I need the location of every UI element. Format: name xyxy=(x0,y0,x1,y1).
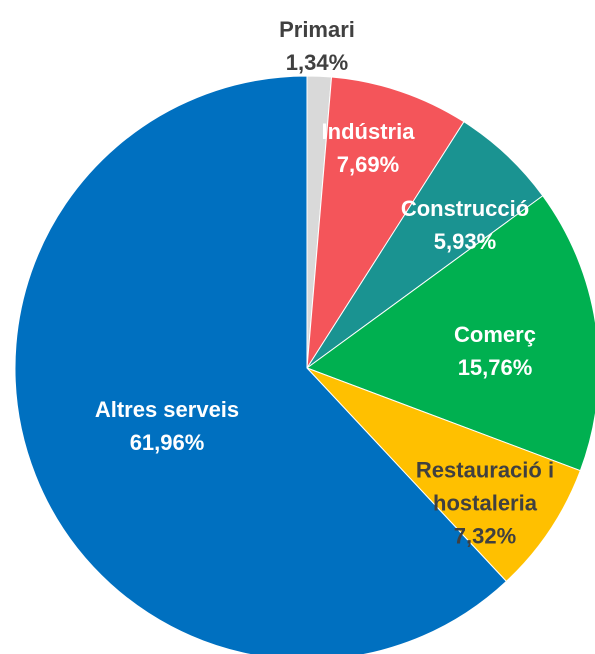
value-label: 7,32% xyxy=(453,523,517,549)
category-label: Restauració i hostaleria xyxy=(415,457,555,516)
value-label: 61,96% xyxy=(129,430,205,455)
slice-label: Restauració i hostaleria 7,32% xyxy=(390,454,580,553)
value-label: 1,34% xyxy=(285,50,349,75)
category-label: Indústria xyxy=(321,119,415,144)
slice-label: Construcció 5,93% xyxy=(380,192,550,258)
slice-label: Altres serveis 61,96% xyxy=(57,393,277,459)
slice-label: Indústria 7,69% xyxy=(298,115,438,181)
category-label: Altres serveis xyxy=(94,397,240,422)
value-label: 15,76% xyxy=(457,355,533,380)
pie-slice xyxy=(306,76,465,369)
slice-label: Comerç 15,76% xyxy=(425,318,565,384)
pie-slice xyxy=(14,75,508,654)
category-label: Primari xyxy=(279,17,355,42)
pie-slice xyxy=(306,367,581,583)
value-label: 5,93% xyxy=(433,229,497,254)
pie-slice xyxy=(305,195,595,472)
value-label: 7,69% xyxy=(336,152,400,177)
category-label: Construcció xyxy=(400,196,530,221)
category-label: Comerç xyxy=(454,322,536,347)
slice-label: Primari 1,34% xyxy=(257,13,377,79)
